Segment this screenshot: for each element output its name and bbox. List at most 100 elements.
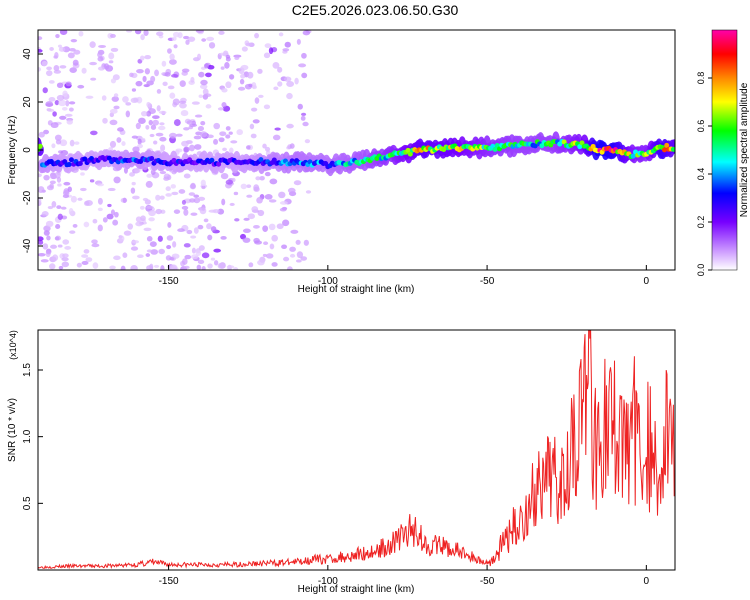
heatmap-ridge-core — [670, 146, 675, 152]
heatmap-speckle — [164, 72, 171, 77]
heatmap-speckle — [156, 105, 161, 112]
heatmap-speckle — [167, 222, 172, 228]
y-tick-label: 0 — [22, 147, 33, 153]
heatmap-speckle — [289, 246, 296, 252]
heatmap-speckle — [38, 131, 45, 138]
spectrogram-heatmap — [38, 30, 675, 270]
heatmap-speckle — [225, 134, 231, 139]
heatmap-speckle — [295, 259, 302, 263]
heatmap-speckle — [139, 55, 145, 61]
heatmap-speckle — [72, 223, 78, 228]
heatmap-speckle — [282, 48, 290, 52]
heatmap-speckle — [59, 115, 67, 120]
heatmap-speckle — [91, 243, 100, 248]
snr-line-layer — [38, 330, 675, 570]
heatmap-speckle — [96, 183, 104, 187]
colorbar-tick-label: 0.2 — [696, 216, 706, 229]
heatmap-speckle — [207, 234, 213, 241]
heatmap-speckle — [48, 80, 55, 84]
heatmap-speckle — [237, 86, 246, 91]
heatmap-speckle — [144, 54, 152, 60]
heatmap-speckle — [186, 120, 194, 125]
heatmap-speckle — [302, 30, 311, 36]
x-tick-label: -50 — [480, 576, 495, 587]
heatmap-speckle — [281, 244, 288, 250]
heatmap-speckle — [250, 107, 258, 112]
heatmap-speckle — [129, 72, 134, 78]
heatmap-speckle — [89, 179, 95, 183]
heatmap-speckle — [179, 102, 187, 109]
heatmap-speckle — [179, 80, 186, 88]
heatmap-speckle — [149, 263, 154, 270]
heatmap-speckle — [289, 143, 295, 149]
heatmap-speckle — [181, 199, 186, 205]
heatmap-speckle — [77, 84, 85, 89]
heatmap-ridge-core — [661, 147, 667, 153]
heatmap-speckle — [140, 215, 146, 222]
heatmap-speckle — [158, 125, 166, 131]
heatmap-speckle — [183, 127, 190, 131]
heatmap-speckle — [181, 205, 189, 210]
heatmap-speckle — [109, 265, 116, 270]
heatmap-speckle — [55, 223, 61, 230]
y-tick-label: 1.5 — [22, 363, 33, 377]
heatmap-speckle — [40, 259, 49, 263]
heatmap-speckle — [69, 230, 76, 234]
heatmap-speckle — [142, 197, 149, 202]
heatmap-speckle — [50, 174, 57, 180]
heatmap-speckle — [264, 43, 272, 49]
heatmap-speckle — [222, 147, 227, 152]
heatmap-speckle — [194, 114, 203, 118]
heatmap-speckle — [257, 209, 265, 217]
heatmap-ridge-core — [577, 144, 583, 150]
heatmap-speckle — [159, 136, 167, 142]
heatmap-speckle — [287, 266, 293, 270]
heatmap-speckle — [218, 30, 225, 35]
heatmap-speckle — [97, 51, 103, 58]
heatmap-speckle — [272, 61, 280, 69]
chart-title: C2E5.2026.023.06.50.G30 — [291, 2, 459, 18]
heatmap-speckle — [217, 107, 224, 111]
heatmap-speckle — [50, 244, 58, 249]
heatmap-speckle — [159, 170, 167, 175]
heatmap-speckle — [78, 30, 84, 37]
heatmap-speckle — [112, 219, 119, 226]
heatmap-speckle — [276, 223, 284, 230]
heatmap-speckle — [233, 191, 239, 196]
heatmap-speckle — [56, 205, 62, 210]
heatmap-speckle — [277, 66, 283, 73]
heatmap-speckle — [245, 42, 252, 47]
heatmap-speckle — [230, 140, 238, 144]
heatmap-ridge-core — [149, 155, 155, 161]
heatmap-speckle — [130, 265, 138, 270]
heatmap-speckle — [197, 126, 205, 132]
heatmap-speckle — [47, 205, 54, 210]
heatmap-speckle — [181, 140, 189, 147]
heatmap-speckle — [150, 249, 159, 255]
heatmap-ridge-core — [77, 160, 83, 166]
heatmap-speckle — [229, 147, 234, 154]
heatmap-speckle — [191, 254, 199, 260]
colorbar-ticks: 0.0 0.2 0.4 0.6 0.8 — [696, 72, 712, 276]
heatmap-speckle — [297, 103, 303, 110]
heatmap-speckle — [201, 252, 210, 259]
heatmap-speckle — [167, 48, 172, 54]
heatmap-speckle — [97, 224, 103, 232]
heatmap-speckle — [154, 69, 159, 77]
heatmap-speckle — [180, 110, 189, 117]
heatmap-speckle — [259, 175, 265, 181]
heatmap-speckle — [146, 249, 153, 253]
heatmap-speckle — [225, 54, 231, 59]
heatmap-speckle — [206, 36, 215, 42]
heatmap-speckle — [284, 41, 291, 48]
heatmap-speckle — [51, 143, 56, 149]
heatmap-speckle — [107, 203, 112, 208]
heatmap-speckle — [125, 102, 132, 106]
heatmap-ridge-core — [532, 143, 538, 149]
heatmap-speckle — [182, 258, 188, 265]
heatmap-speckle — [210, 226, 217, 232]
heatmap-speckle — [59, 139, 68, 147]
heatmap-speckle — [122, 252, 128, 259]
heatmap-speckle — [268, 199, 277, 203]
heatmap-speckle — [159, 122, 165, 126]
